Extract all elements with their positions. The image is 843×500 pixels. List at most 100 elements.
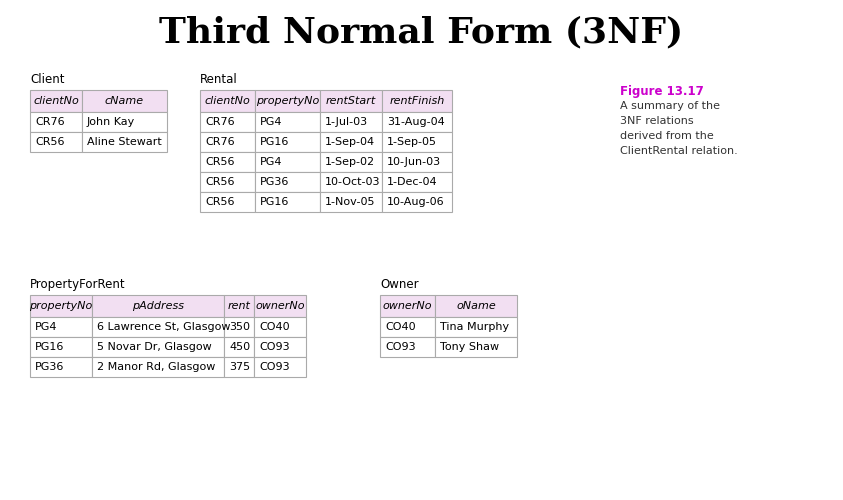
Bar bbox=[380, 295, 435, 317]
Text: PG4: PG4 bbox=[35, 322, 57, 332]
Text: ownerNo: ownerNo bbox=[383, 301, 432, 311]
Bar bbox=[255, 172, 320, 192]
Text: rentFinish: rentFinish bbox=[389, 96, 444, 106]
Bar bbox=[82, 112, 167, 132]
Text: clientNo: clientNo bbox=[33, 96, 79, 106]
Bar bbox=[382, 172, 452, 192]
Text: propertyNo: propertyNo bbox=[30, 301, 93, 311]
Text: 2 Manor Rd, Glasgow: 2 Manor Rd, Glasgow bbox=[97, 362, 215, 372]
Text: CO93: CO93 bbox=[259, 342, 290, 352]
Text: Tina Murphy: Tina Murphy bbox=[440, 322, 509, 332]
Bar bbox=[255, 192, 320, 212]
Text: 1-Sep-04: 1-Sep-04 bbox=[325, 137, 375, 147]
Text: 10-Aug-06: 10-Aug-06 bbox=[387, 197, 444, 207]
Bar bbox=[435, 337, 517, 357]
Text: CR56: CR56 bbox=[205, 157, 234, 167]
Text: 31-Aug-04: 31-Aug-04 bbox=[387, 117, 445, 127]
Text: PG36: PG36 bbox=[260, 177, 289, 187]
Bar bbox=[30, 112, 82, 132]
Bar bbox=[320, 152, 382, 172]
Text: clientNo: clientNo bbox=[205, 96, 250, 106]
Bar bbox=[30, 132, 82, 152]
Bar bbox=[224, 357, 254, 377]
Text: Tony Shaw: Tony Shaw bbox=[440, 342, 499, 352]
Bar bbox=[254, 357, 306, 377]
Text: oName: oName bbox=[456, 301, 496, 311]
Text: ownerNo: ownerNo bbox=[255, 301, 305, 311]
Text: 1-Sep-02: 1-Sep-02 bbox=[325, 157, 375, 167]
Text: Client: Client bbox=[30, 73, 65, 86]
Text: PG36: PG36 bbox=[35, 362, 64, 372]
Bar bbox=[92, 357, 224, 377]
Text: 1-Nov-05: 1-Nov-05 bbox=[325, 197, 375, 207]
Bar bbox=[254, 295, 306, 317]
Text: 6 Lawrence St, Glasgow: 6 Lawrence St, Glasgow bbox=[97, 322, 230, 332]
Bar bbox=[382, 152, 452, 172]
Text: PG16: PG16 bbox=[260, 197, 289, 207]
Text: CR56: CR56 bbox=[205, 177, 234, 187]
Text: Third Normal Form (3NF): Third Normal Form (3NF) bbox=[159, 15, 684, 49]
Text: CR56: CR56 bbox=[35, 137, 65, 147]
Text: 450: 450 bbox=[229, 342, 250, 352]
Text: A summary of the: A summary of the bbox=[620, 101, 720, 111]
Bar bbox=[92, 295, 224, 317]
Text: CO93: CO93 bbox=[385, 342, 416, 352]
Text: cName: cName bbox=[105, 96, 144, 106]
Bar bbox=[255, 112, 320, 132]
Bar bbox=[320, 172, 382, 192]
Text: CO40: CO40 bbox=[259, 322, 290, 332]
Text: 1-Dec-04: 1-Dec-04 bbox=[387, 177, 438, 187]
Bar bbox=[200, 112, 255, 132]
Bar bbox=[92, 317, 224, 337]
Text: CO93: CO93 bbox=[259, 362, 290, 372]
Text: John Kay: John Kay bbox=[87, 117, 135, 127]
Bar bbox=[30, 90, 82, 112]
Bar bbox=[255, 132, 320, 152]
Text: derived from the: derived from the bbox=[620, 131, 714, 141]
Bar bbox=[254, 337, 306, 357]
Bar bbox=[320, 192, 382, 212]
Bar bbox=[200, 192, 255, 212]
Text: pAddress: pAddress bbox=[132, 301, 184, 311]
Text: CR76: CR76 bbox=[205, 137, 234, 147]
Text: CO40: CO40 bbox=[385, 322, 416, 332]
Text: 10-Oct-03: 10-Oct-03 bbox=[325, 177, 380, 187]
Text: ClientRental relation.: ClientRental relation. bbox=[620, 146, 738, 156]
Bar bbox=[382, 90, 452, 112]
Bar bbox=[30, 317, 92, 337]
Bar bbox=[320, 112, 382, 132]
Bar bbox=[320, 132, 382, 152]
Bar bbox=[30, 295, 92, 317]
Text: Rental: Rental bbox=[200, 73, 238, 86]
Bar bbox=[82, 90, 167, 112]
Bar bbox=[200, 152, 255, 172]
Bar bbox=[320, 90, 382, 112]
Bar bbox=[224, 337, 254, 357]
Text: 5 Novar Dr, Glasgow: 5 Novar Dr, Glasgow bbox=[97, 342, 212, 352]
Bar bbox=[200, 132, 255, 152]
Bar bbox=[382, 192, 452, 212]
Text: CR76: CR76 bbox=[35, 117, 65, 127]
Text: rentStart: rentStart bbox=[326, 96, 376, 106]
Text: Owner: Owner bbox=[380, 278, 419, 291]
Text: rent: rent bbox=[228, 301, 250, 311]
Bar bbox=[92, 337, 224, 357]
Bar bbox=[200, 172, 255, 192]
Bar bbox=[224, 317, 254, 337]
Bar bbox=[435, 295, 517, 317]
Text: 375: 375 bbox=[229, 362, 250, 372]
Text: Aline Stewart: Aline Stewart bbox=[87, 137, 162, 147]
Text: PG4: PG4 bbox=[260, 157, 282, 167]
Text: propertyNo: propertyNo bbox=[256, 96, 319, 106]
Bar bbox=[255, 152, 320, 172]
Text: 10-Jun-03: 10-Jun-03 bbox=[387, 157, 441, 167]
Bar bbox=[382, 132, 452, 152]
Bar bbox=[380, 317, 435, 337]
Text: CR76: CR76 bbox=[205, 117, 234, 127]
Text: 350: 350 bbox=[229, 322, 250, 332]
Text: 1-Jul-03: 1-Jul-03 bbox=[325, 117, 368, 127]
Text: Figure 13.17: Figure 13.17 bbox=[620, 85, 704, 98]
Bar bbox=[255, 90, 320, 112]
Bar bbox=[380, 337, 435, 357]
Text: PG4: PG4 bbox=[260, 117, 282, 127]
